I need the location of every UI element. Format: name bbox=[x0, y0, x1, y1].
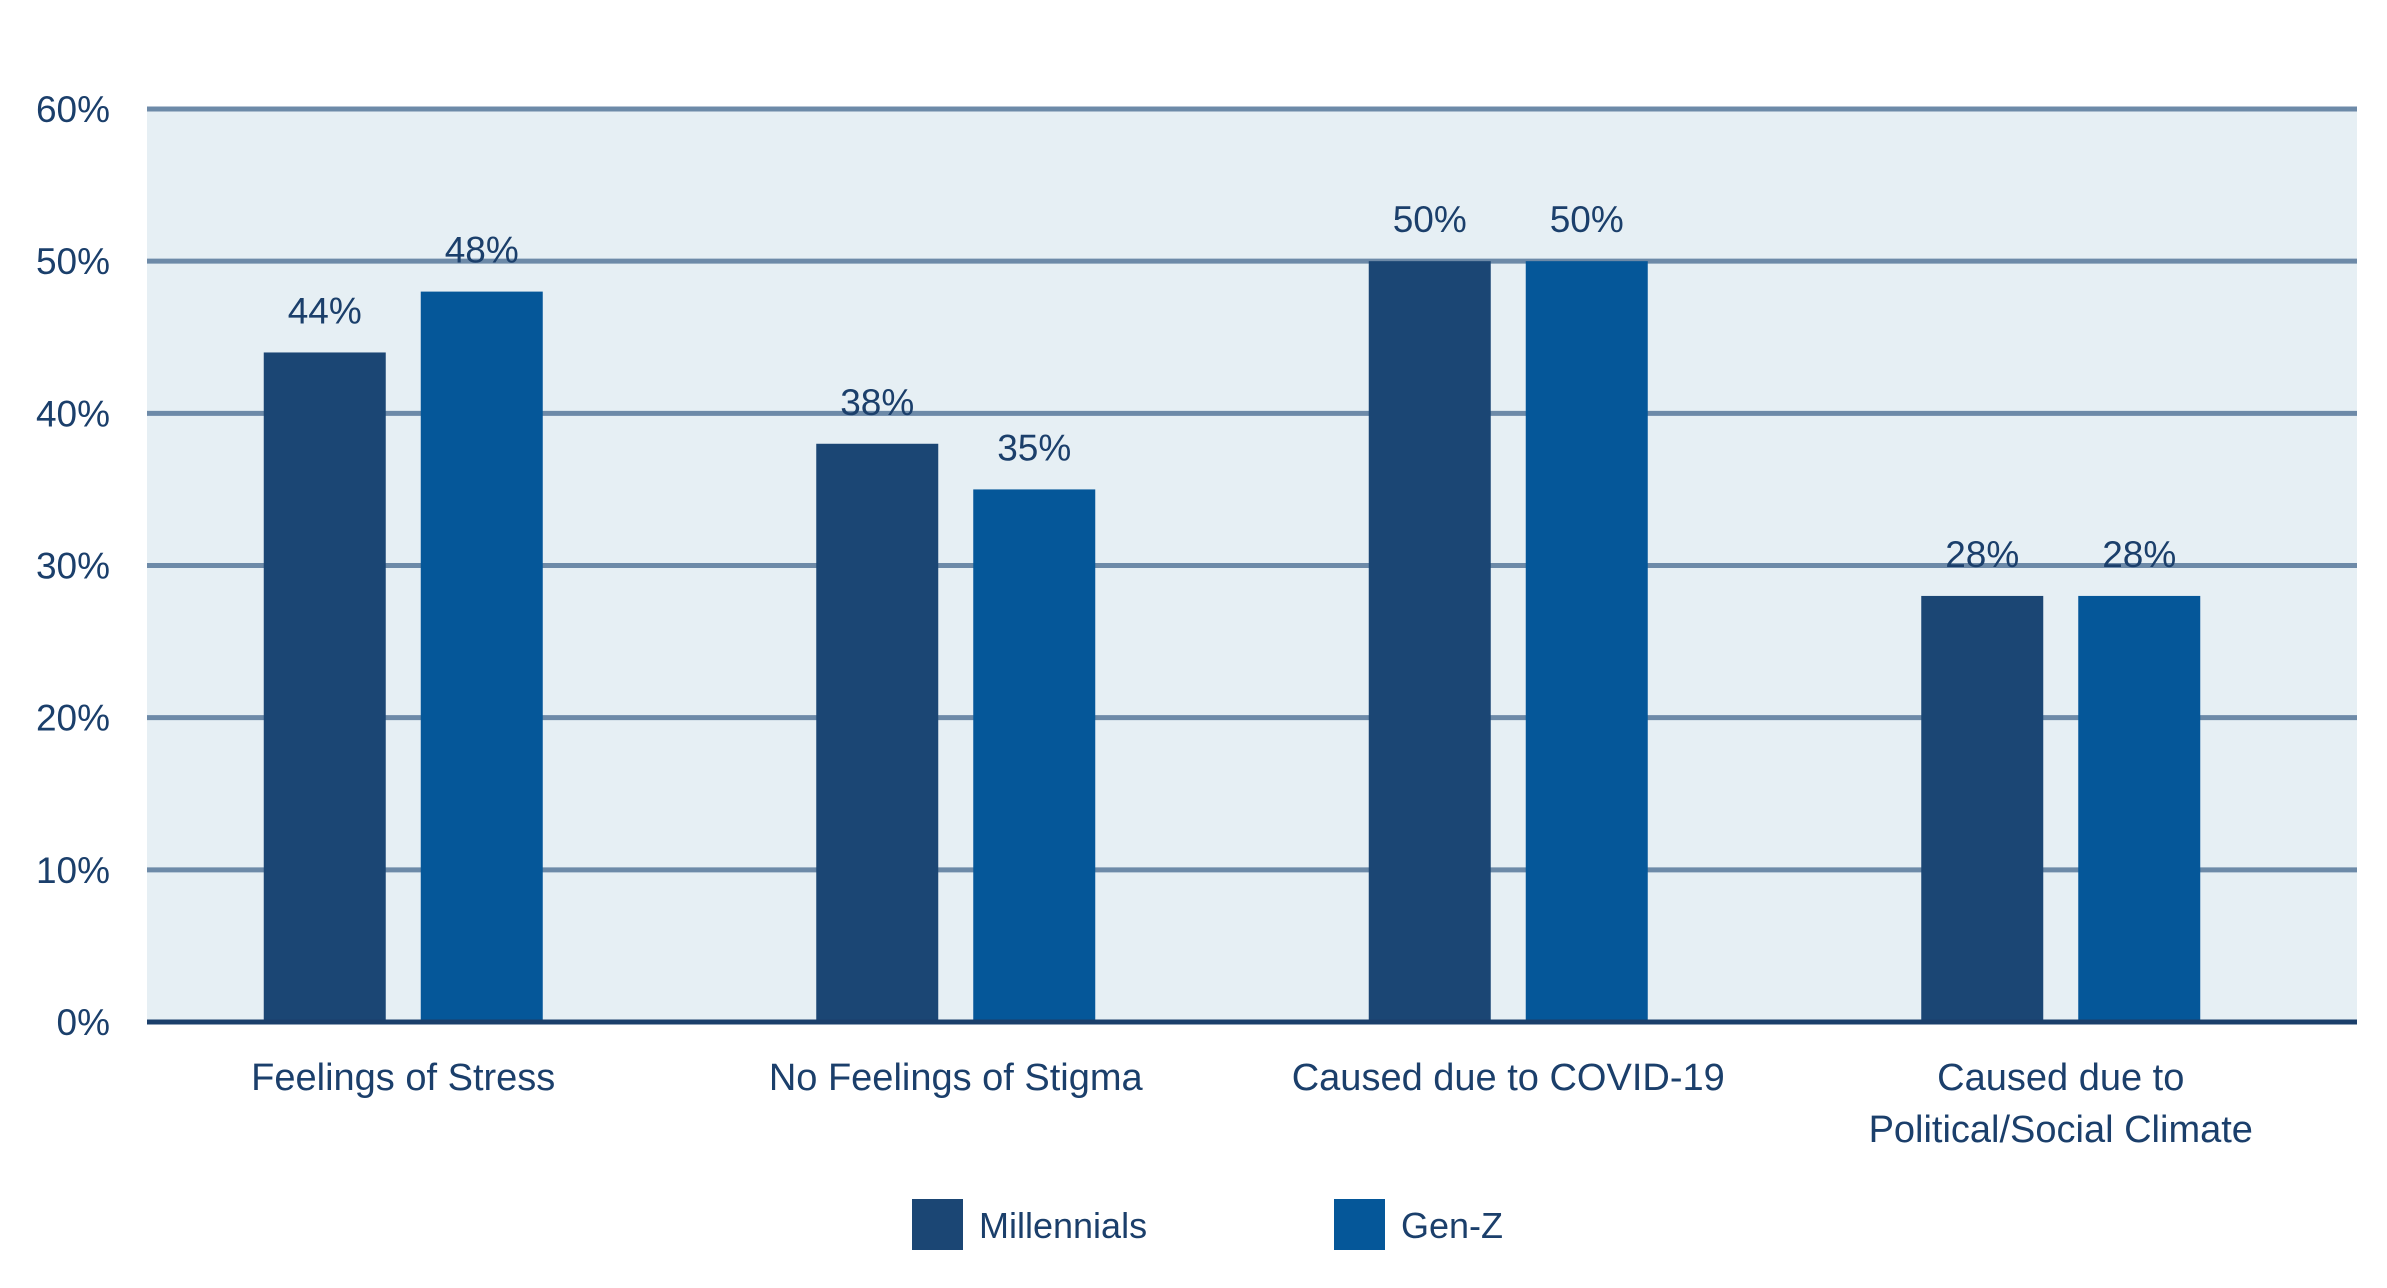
data-label: 35% bbox=[997, 427, 1071, 468]
x-category-label: No Feelings of Stigma bbox=[769, 1057, 1144, 1099]
data-label: 50% bbox=[1393, 199, 1467, 240]
bar-gen-z bbox=[973, 489, 1096, 1023]
y-tick-label: 10% bbox=[36, 850, 110, 891]
data-label: 44% bbox=[288, 290, 362, 331]
y-tick-label: 0% bbox=[57, 1002, 110, 1043]
data-label: 28% bbox=[2102, 534, 2176, 575]
y-tick-label: 20% bbox=[36, 698, 110, 739]
x-category-label: Caused due to bbox=[1937, 1057, 2184, 1099]
legend-label: Millennials bbox=[979, 1205, 1147, 1246]
bar-gen-z bbox=[420, 291, 543, 1023]
legend-swatch-millennials bbox=[912, 1199, 963, 1250]
y-tick-label: 40% bbox=[36, 393, 110, 434]
x-category-label: Political/Social Climate bbox=[1869, 1109, 2253, 1151]
y-tick-label: 60% bbox=[36, 89, 110, 130]
data-label: 48% bbox=[445, 230, 519, 271]
legend-swatch-gen-z bbox=[1334, 1199, 1385, 1250]
bar-millennials bbox=[1368, 261, 1491, 1023]
bar-millennials bbox=[1921, 595, 2044, 1022]
bar-millennials bbox=[816, 443, 939, 1022]
bar-gen-z bbox=[2078, 595, 2201, 1022]
x-category-label: Feelings of Stress bbox=[251, 1057, 555, 1099]
data-label: 50% bbox=[1550, 199, 1624, 240]
data-label: 38% bbox=[840, 382, 914, 423]
legend-label: Gen-Z bbox=[1401, 1205, 1503, 1246]
bar-millennials bbox=[263, 352, 386, 1022]
data-label: 28% bbox=[1945, 534, 2019, 575]
y-tick-label: 30% bbox=[36, 546, 110, 587]
y-tick-label: 50% bbox=[36, 241, 110, 282]
bar-gen-z bbox=[1525, 261, 1648, 1023]
x-category-label: Caused due to COVID-19 bbox=[1292, 1057, 1725, 1099]
